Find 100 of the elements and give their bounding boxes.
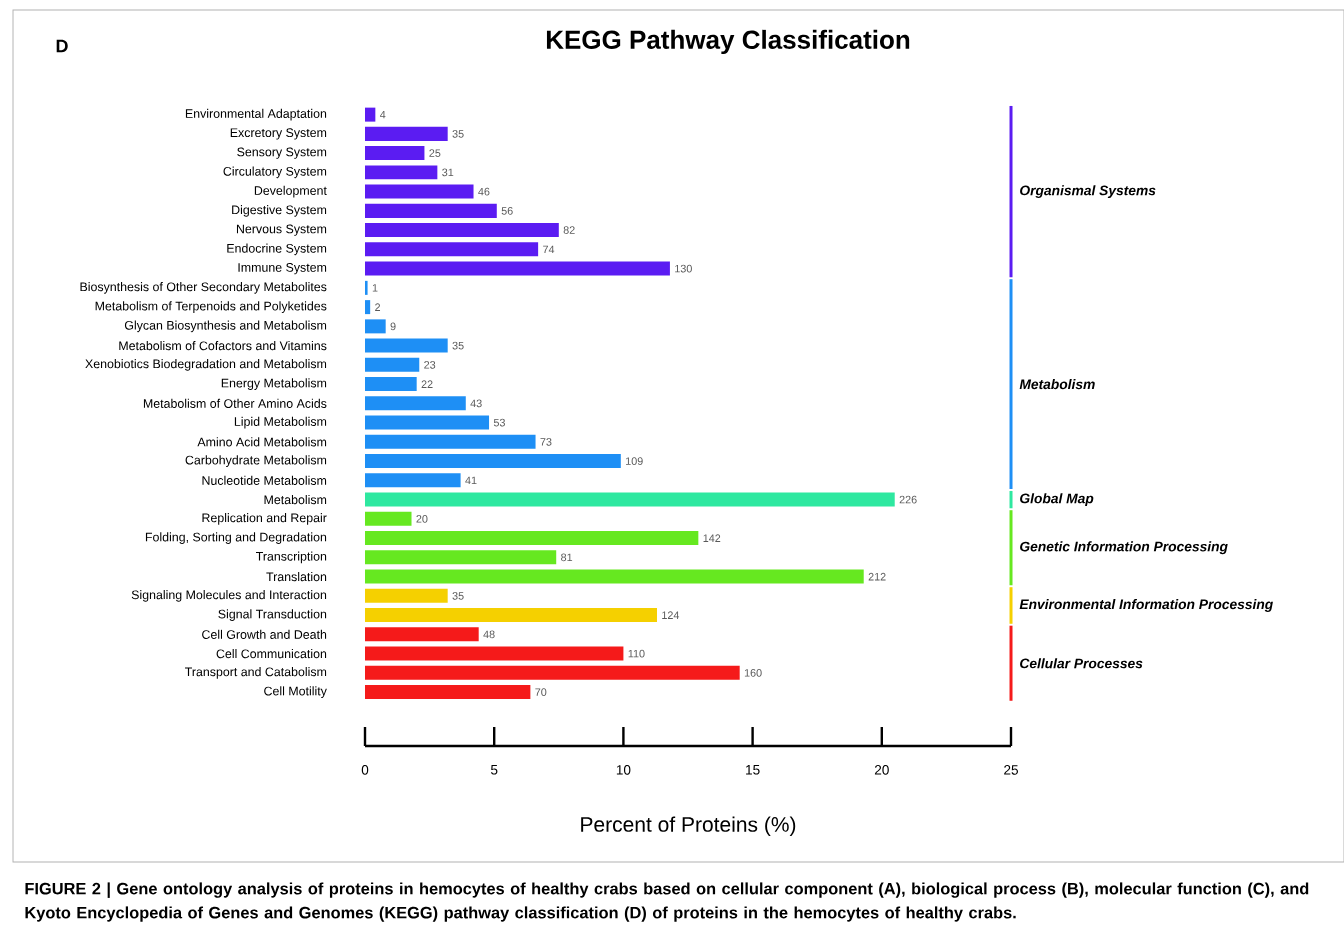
x-tick-label: 25 bbox=[1004, 765, 1018, 775]
bar bbox=[365, 415, 490, 430]
annotation: 20 bbox=[416, 515, 428, 523]
annotation: 70 bbox=[535, 688, 547, 696]
bar bbox=[365, 685, 531, 700]
bar bbox=[365, 550, 557, 565]
bar bbox=[365, 531, 699, 546]
annotation: 1 bbox=[372, 284, 378, 292]
y-tick-label: Nervous System bbox=[236, 224, 327, 236]
y-tick-label: Transcription bbox=[256, 551, 327, 564]
annotation: 124 bbox=[662, 611, 680, 619]
bar bbox=[365, 223, 559, 238]
text: Cellular Processes bbox=[1020, 658, 1143, 669]
bar bbox=[365, 261, 670, 276]
annotation: 212 bbox=[868, 572, 886, 581]
bar bbox=[365, 126, 448, 141]
annotation: 110 bbox=[628, 649, 645, 658]
y-tick-label: Signal Transduction bbox=[218, 609, 327, 621]
y-tick-label: Immune System bbox=[238, 263, 327, 275]
annotation: 41 bbox=[465, 476, 477, 485]
bar bbox=[365, 396, 466, 411]
x-tick-label: 0 bbox=[361, 765, 369, 775]
annotation: 43 bbox=[470, 399, 482, 408]
x-tick-label: 5 bbox=[490, 765, 498, 775]
y-tick-label: Cell Growth and Death bbox=[202, 629, 327, 639]
annotation: 53 bbox=[493, 418, 505, 427]
bar bbox=[365, 338, 448, 353]
annotation: 81 bbox=[561, 553, 573, 562]
x-tick-label: 20 bbox=[874, 765, 889, 775]
annotation: 35 bbox=[452, 592, 464, 600]
x-tick-label: 10 bbox=[616, 765, 631, 775]
annotation: 109 bbox=[626, 457, 643, 465]
y-tick-label: Metabolism of Terpenoids and Polyketides bbox=[95, 301, 327, 313]
y-tick-label: Folding, Sorting and Degradation bbox=[145, 532, 327, 544]
y-tick-label: Digestive System bbox=[232, 205, 327, 217]
text: Global Map bbox=[1020, 493, 1094, 507]
annotation: 35 bbox=[452, 130, 464, 138]
bar bbox=[365, 280, 368, 295]
bar bbox=[365, 608, 657, 623]
y-tick-label: Circulatory System bbox=[223, 166, 327, 179]
bar bbox=[365, 107, 376, 122]
y-tick-label: Metabolism bbox=[264, 495, 327, 505]
bar bbox=[365, 454, 621, 469]
annotation: 4 bbox=[379, 110, 386, 119]
bar bbox=[365, 165, 438, 180]
annotation: 142 bbox=[703, 534, 721, 542]
y-tick-label: Energy Metabolism bbox=[221, 378, 327, 390]
annotation: 74 bbox=[543, 245, 555, 254]
annotation: 226 bbox=[899, 495, 917, 504]
bar bbox=[365, 184, 474, 199]
annotation: 35 bbox=[452, 341, 464, 350]
caption: FIGURE 2 | Gene ontology analysis of proteins in hemocytes of healthy crabs based on cellular component (A), biological process (B), molecular function (C), and Kyoto Encyclopedia of Genes and Genomes (KEGG) pathway classification (D) of proteins in the hemocytes of healthy crabs. bbox=[25, 882, 1309, 922]
x-tick-label: 15 bbox=[746, 765, 760, 775]
x-axis-title: Percent of Proteins (%) bbox=[581, 816, 796, 837]
y-tick-label: Xenobiotics Biodegradation and Metabolism bbox=[85, 359, 327, 371]
text: Metabolism bbox=[1019, 379, 1095, 390]
annotation: 22 bbox=[421, 380, 433, 388]
annotation: 48 bbox=[483, 630, 495, 639]
annotation: 56 bbox=[501, 207, 513, 215]
y-tick-label: Cell Motility bbox=[264, 686, 327, 698]
bar bbox=[365, 434, 536, 449]
y-tick-label: Nucleotide Metabolism bbox=[202, 475, 327, 485]
bar bbox=[365, 627, 479, 642]
y-tick-label: Transport and Catabolism bbox=[185, 667, 327, 679]
chart-title: KEGG Pathway Classification bbox=[546, 29, 910, 55]
bar bbox=[365, 242, 539, 257]
y-tick-label: Excretory System bbox=[230, 128, 327, 140]
annotation: 160 bbox=[744, 669, 762, 677]
annotation: 130 bbox=[675, 264, 692, 273]
text: D bbox=[56, 39, 68, 53]
y-tick-label: Carbohydrate Metabolism bbox=[185, 455, 327, 467]
annotation: 31 bbox=[442, 168, 454, 177]
bar bbox=[365, 377, 417, 392]
bar bbox=[365, 511, 412, 526]
annotation: 82 bbox=[563, 226, 575, 234]
bar bbox=[365, 146, 425, 161]
bar bbox=[365, 203, 497, 218]
y-tick-label: Metabolism of Other Amino Acids bbox=[143, 398, 327, 408]
bar bbox=[365, 665, 740, 680]
bar bbox=[365, 646, 624, 661]
y-tick-label: Replication and Repair bbox=[202, 513, 327, 525]
bar bbox=[365, 357, 420, 372]
y-tick-label: Signaling Molecules and Interaction bbox=[131, 590, 327, 602]
y-tick-label: Endocrine System bbox=[227, 243, 327, 256]
y-tick-label: Cell Communication bbox=[216, 649, 327, 659]
annotation: 2 bbox=[375, 303, 381, 311]
y-tick-label: Metabolism of Cofactors and Vitamins bbox=[119, 341, 327, 351]
bar bbox=[365, 319, 386, 334]
text: Organismal Systems bbox=[1020, 185, 1156, 199]
y-tick-label: Glycan Biosynthesis and Metabolism bbox=[124, 320, 327, 333]
y-tick-label: Amino Acid Metabolism bbox=[197, 437, 327, 447]
annotation: 46 bbox=[478, 187, 490, 196]
y-tick-label: Translation bbox=[266, 572, 327, 582]
bar bbox=[365, 300, 371, 315]
y-tick-label: Biosynthesis of Other Secondary Metabolites bbox=[80, 282, 327, 294]
bar bbox=[365, 588, 448, 603]
y-tick-label: Sensory System bbox=[237, 147, 327, 159]
annotation: 9 bbox=[390, 322, 396, 331]
annotation: 25 bbox=[429, 149, 441, 157]
text: Environmental Information Processing bbox=[1019, 599, 1273, 612]
